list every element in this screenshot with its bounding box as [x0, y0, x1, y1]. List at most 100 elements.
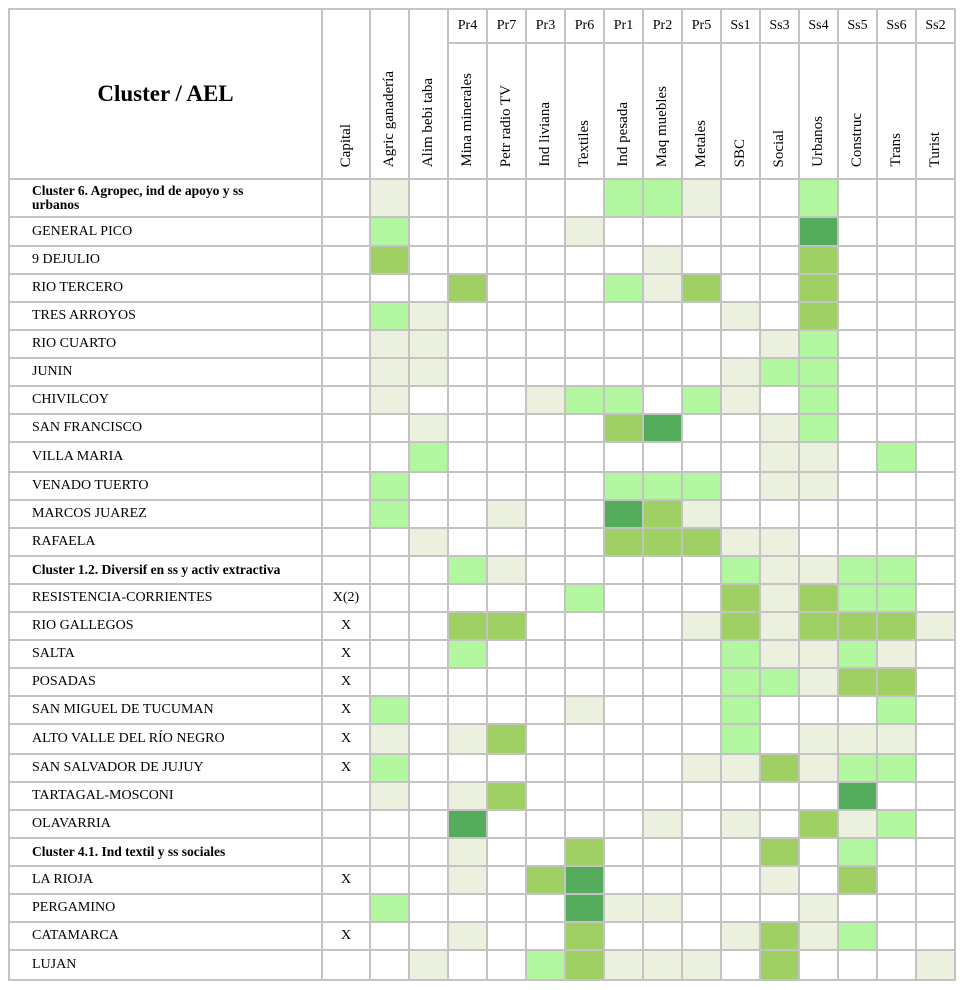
- shade-cell: [876, 781, 917, 811]
- table-body: Cluster 6. Agropec, ind de apoyo y ss ur…: [8, 178, 956, 981]
- shade-cell: [915, 949, 956, 981]
- shade-cell: [642, 178, 683, 218]
- shade-cell: [369, 216, 410, 247]
- shade-cell: [447, 695, 488, 725]
- shade-cell: [603, 216, 644, 247]
- capital-cell: [321, 385, 371, 415]
- shade-cell: [681, 527, 722, 557]
- shade-cell: [642, 301, 683, 331]
- shade-cell: [525, 753, 566, 783]
- shade-cell: [915, 441, 956, 473]
- shade-cell: [525, 921, 566, 951]
- shade-cell: [798, 273, 839, 303]
- shade-cell: [876, 921, 917, 951]
- shade-cell: [876, 178, 917, 218]
- shade-cell: [720, 583, 761, 613]
- shade-cell: [447, 385, 488, 415]
- shade-cell: [837, 809, 878, 839]
- shade-cell: [525, 583, 566, 613]
- shade-cell: [642, 837, 683, 867]
- shade-cell: [525, 413, 566, 443]
- shade-cell: [447, 583, 488, 613]
- shade-cell: [876, 245, 917, 275]
- shade-cell: [759, 695, 800, 725]
- shade-cell: [408, 413, 449, 443]
- shade-cell: [915, 837, 956, 867]
- shade-cell: [798, 413, 839, 443]
- shade-cell: [447, 441, 488, 473]
- shade-cell: [564, 837, 605, 867]
- shade-cell: [681, 809, 722, 839]
- column-header: SBC: [720, 42, 761, 180]
- shade-cell: [798, 583, 839, 613]
- shade-cell: [564, 273, 605, 303]
- capital-cell: [321, 413, 371, 443]
- shade-cell: [837, 385, 878, 415]
- shade-cell: [486, 611, 527, 641]
- shade-cell: [759, 921, 800, 951]
- capital-cell: [321, 216, 371, 247]
- shade-cell: [486, 639, 527, 669]
- table-row: MARCOS JUAREZ: [8, 499, 956, 529]
- shade-cell: [369, 611, 410, 641]
- shade-cell: [603, 178, 644, 218]
- shade-cell: [369, 639, 410, 669]
- shade-cell: [447, 178, 488, 218]
- shade-cell: [564, 245, 605, 275]
- city-label: LUJAN: [8, 949, 323, 981]
- capital-cell: [321, 178, 371, 218]
- shade-cell: [720, 753, 761, 783]
- shade-cell: [642, 273, 683, 303]
- shade-cell: [525, 245, 566, 275]
- shade-cell: [564, 639, 605, 669]
- shade-cell: [642, 753, 683, 783]
- shade-cell: [837, 178, 878, 218]
- shade-cell: [486, 413, 527, 443]
- shade-cell: [837, 441, 878, 473]
- city-label: POSADAS: [8, 667, 323, 697]
- shade-cell: [915, 245, 956, 275]
- shade-cell: [681, 178, 722, 218]
- shade-cell: [915, 329, 956, 359]
- shade-cell: [642, 441, 683, 473]
- cluster-label: Cluster 1.2. Diversif en ss y activ extr…: [8, 555, 323, 585]
- shade-cell: [876, 611, 917, 641]
- shade-cell: [915, 639, 956, 669]
- shade-cell: [837, 329, 878, 359]
- shade-cell: [759, 357, 800, 387]
- shade-cell: [681, 893, 722, 923]
- shade-cell: [681, 385, 722, 415]
- shade-cell: [603, 723, 644, 755]
- shade-cell: [759, 949, 800, 981]
- column-header: Maq muebles: [642, 42, 683, 180]
- shade-cell: [525, 723, 566, 755]
- column-code: Pr1: [603, 8, 644, 44]
- shade-cell: [876, 527, 917, 557]
- city-label: VILLA MARIA: [8, 441, 323, 473]
- column-code: Pr3: [525, 8, 566, 44]
- shade-cell: [681, 695, 722, 725]
- shade-cell: [759, 753, 800, 783]
- shade-cell: [837, 216, 878, 247]
- shade-cell: [642, 695, 683, 725]
- shade-cell: [564, 809, 605, 839]
- shade-cell: [759, 245, 800, 275]
- shade-cell: [915, 611, 956, 641]
- shade-cell: [876, 583, 917, 613]
- city-label: CHIVILCOY: [8, 385, 323, 415]
- shade-cell: [564, 216, 605, 247]
- shade-cell: [915, 865, 956, 895]
- shade-cell: [876, 357, 917, 387]
- shade-cell: [369, 893, 410, 923]
- shade-cell: [525, 809, 566, 839]
- table-row: SAN FRANCISCO: [8, 413, 956, 443]
- city-label: PERGAMINO: [8, 893, 323, 923]
- table-row: JUNIN: [8, 357, 956, 387]
- shade-cell: [720, 893, 761, 923]
- shade-cell: [681, 499, 722, 529]
- capital-cell: X: [321, 865, 371, 895]
- column-code: Ss6: [876, 8, 917, 44]
- table-row: RIO TERCERO: [8, 273, 956, 303]
- shade-cell: [564, 865, 605, 895]
- shade-cell: [408, 583, 449, 613]
